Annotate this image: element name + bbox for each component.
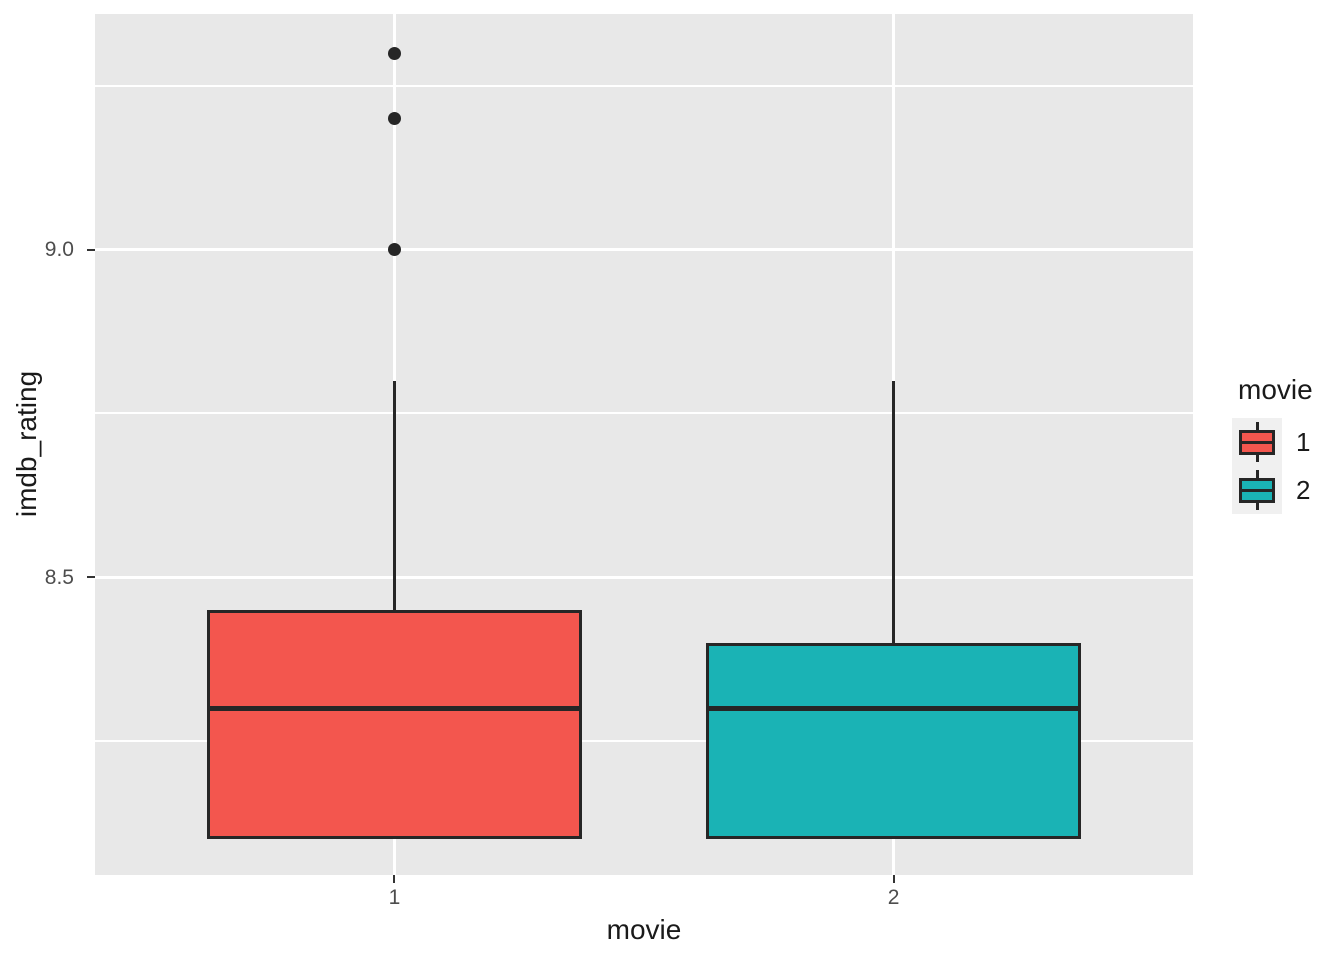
median-line (706, 705, 1081, 711)
outlier-point (387, 46, 401, 60)
legend-entry: 1 (1232, 418, 1313, 466)
upper-whisker (392, 380, 396, 610)
y-gridline-major (95, 248, 1193, 252)
y-tick-label: 9.0 (44, 238, 74, 262)
legend-title: movie (1238, 374, 1313, 405)
y-gridline-minor (95, 412, 1193, 415)
upper-whisker (892, 380, 896, 643)
y-axis-tick (87, 248, 95, 251)
x-tick-label: 2 (887, 886, 900, 909)
outlier-point (387, 112, 401, 126)
legend-key-median (1242, 489, 1272, 492)
legend-key-box (1239, 478, 1275, 503)
boxplot-box (706, 642, 1081, 839)
legend-entry: 2 (1232, 466, 1313, 514)
legend-key-label: 1 (1296, 426, 1311, 457)
outlier-point (387, 243, 401, 257)
legend-key-box (1239, 430, 1275, 455)
x-axis-tick (393, 875, 396, 883)
y-gridline-minor (95, 739, 1193, 742)
y-gridline-minor (95, 85, 1193, 88)
y-tick-label: 8.5 (44, 565, 74, 589)
boxplot-box (207, 609, 582, 839)
legend-key-boxplot-icon (1232, 466, 1282, 514)
y-axis-title: imdb_rating (11, 370, 42, 518)
plot-panel (95, 14, 1193, 875)
median-line (207, 705, 582, 711)
x-axis-tick (892, 875, 895, 883)
x-tick-label: 1 (388, 886, 401, 909)
legend-key-label: 2 (1296, 474, 1311, 505)
x-axis-title: movie (606, 914, 682, 945)
legend-key-boxplot-icon (1232, 418, 1282, 466)
legend-key-median (1242, 441, 1272, 444)
y-gridline-major (95, 575, 1193, 579)
y-axis-tick (87, 576, 95, 579)
